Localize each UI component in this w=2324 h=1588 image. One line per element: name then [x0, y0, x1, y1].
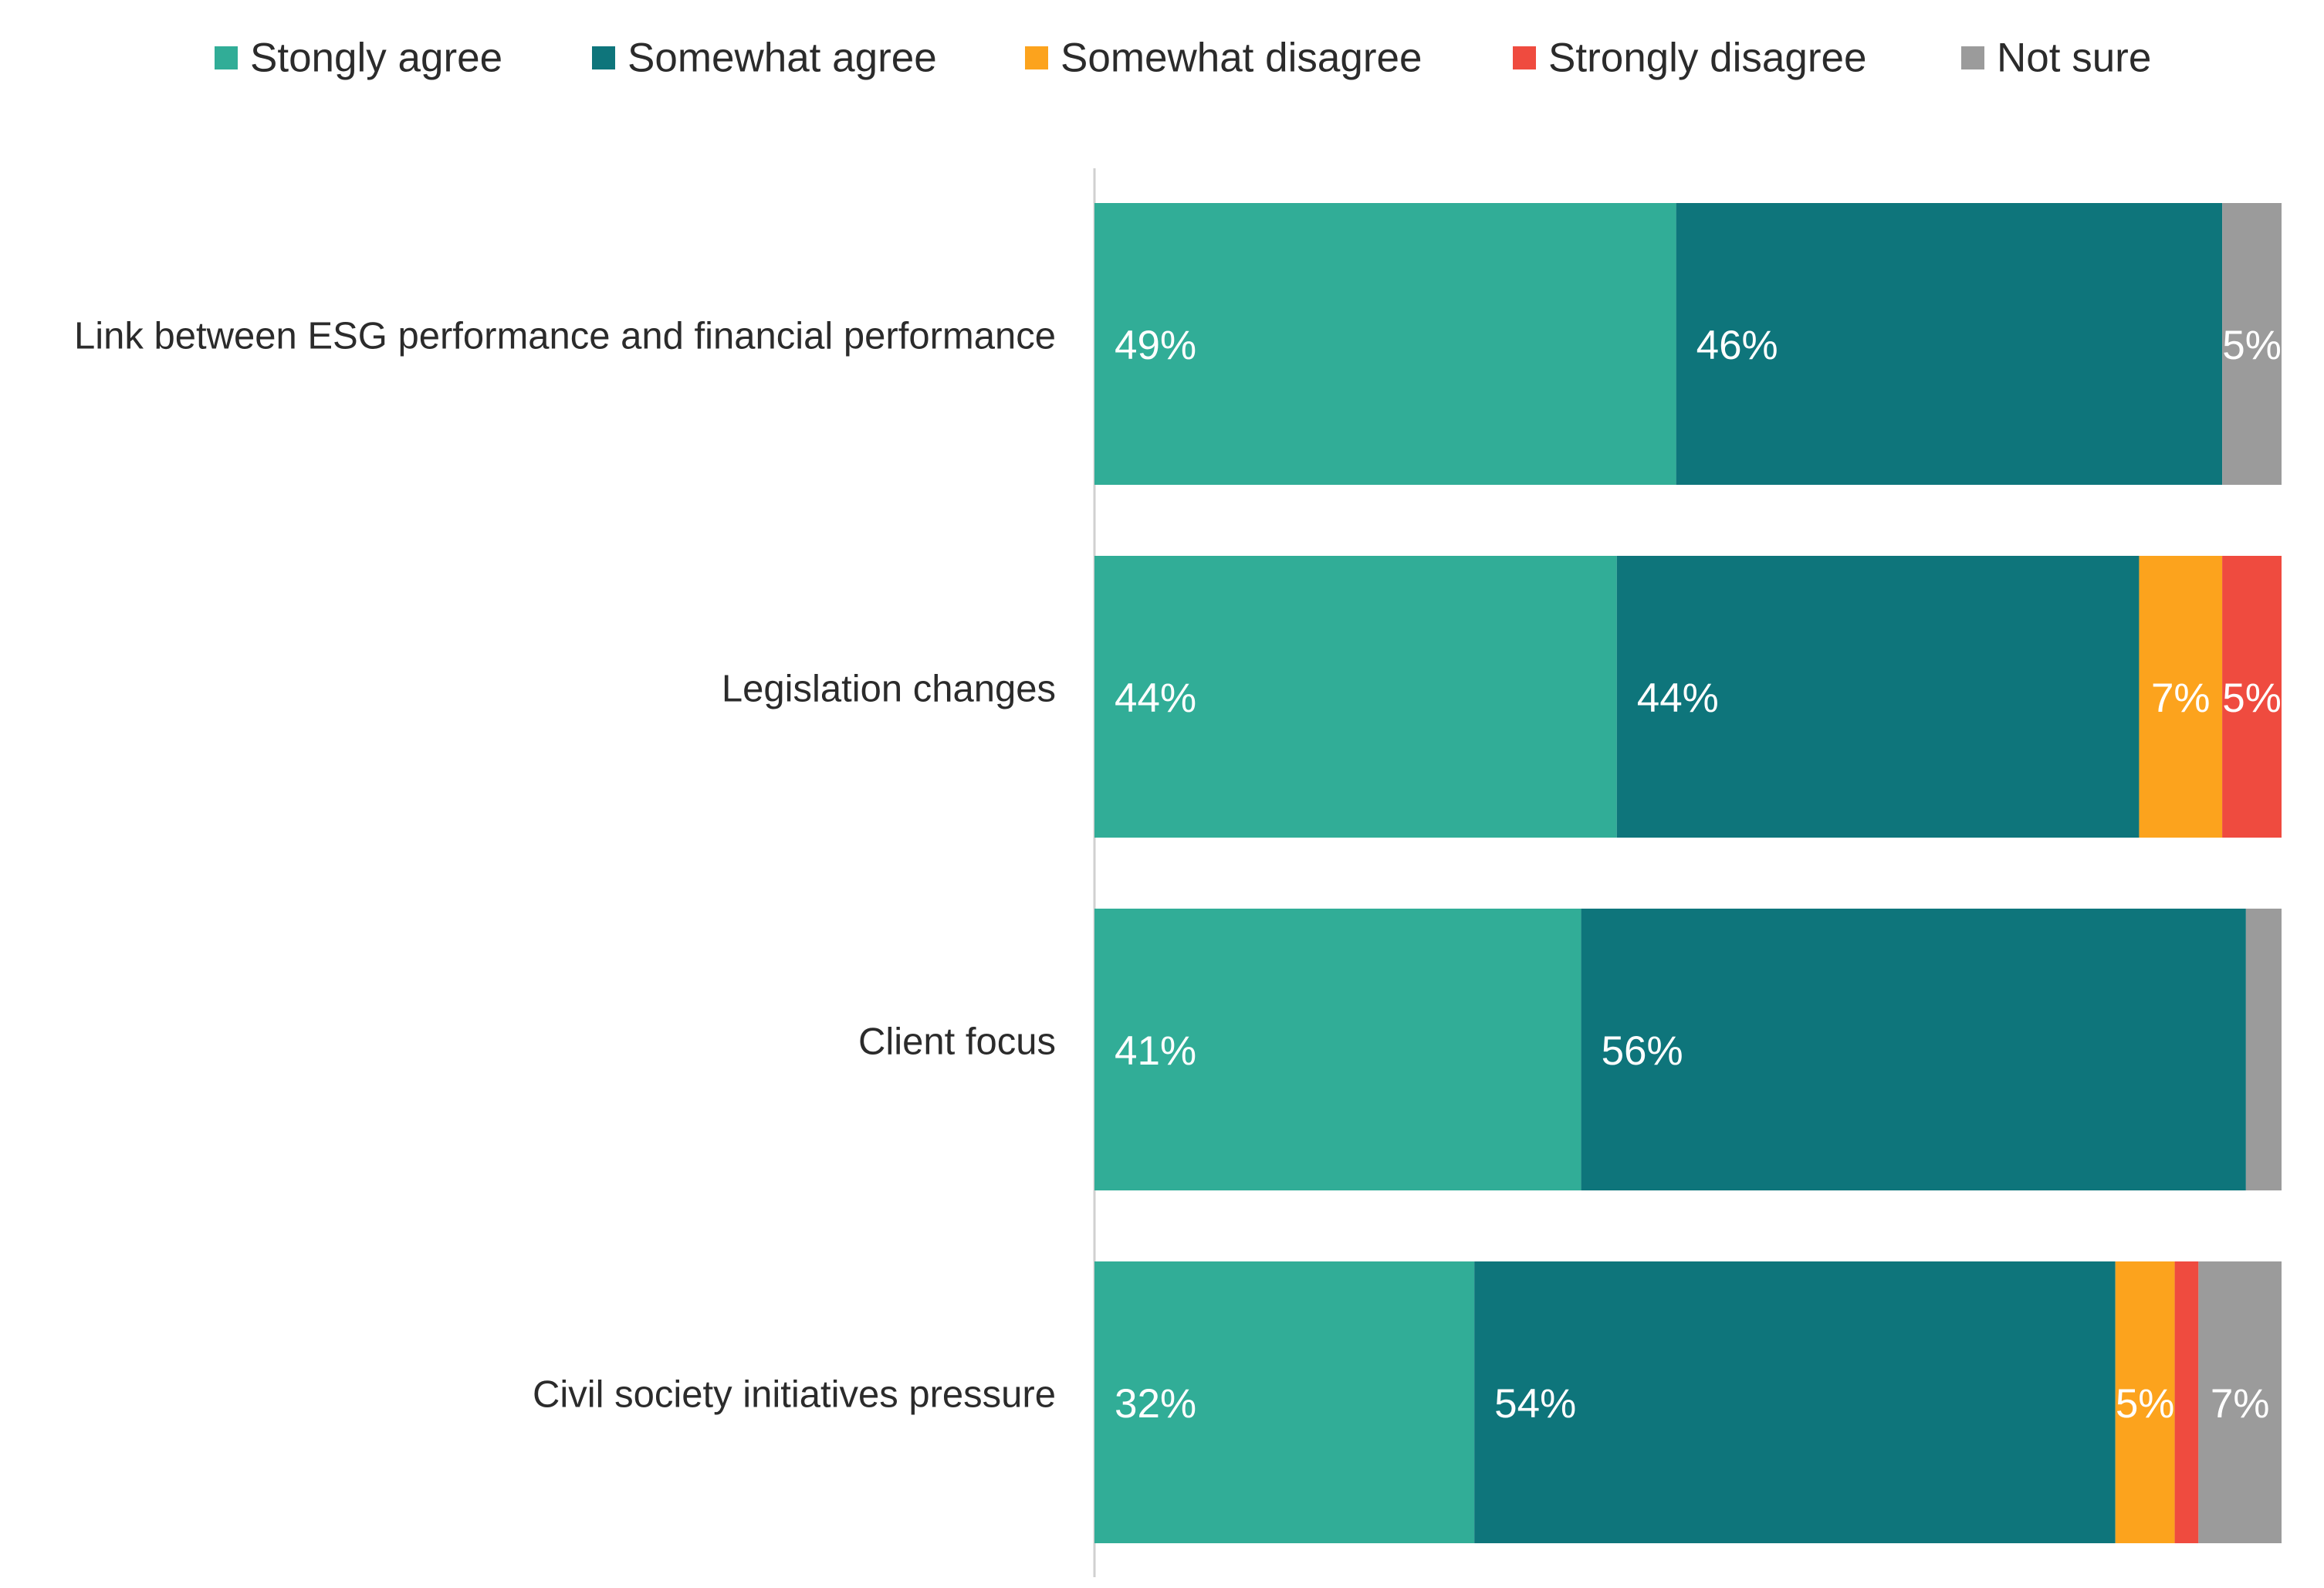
legend-swatch	[1961, 46, 1984, 69]
bar-segment-not-sure	[2245, 909, 2282, 1190]
data-label: 5%	[2222, 675, 2282, 721]
legend-item-not-sure: Not sure	[1961, 36, 2151, 81]
bar-segment-stongly-agree	[1094, 909, 1581, 1190]
bar-segment-somewhat-agree	[1581, 909, 2246, 1190]
data-label: 56%	[1602, 1028, 1683, 1074]
data-label: 7%	[2211, 1381, 2270, 1427]
data-label: 7%	[2151, 675, 2211, 721]
data-labels: 49% 46% 5%44% 44% 7% 5%41% 56%32% 54% 5% 7%	[1115, 323, 2282, 1427]
legend-item-somewhat-agree: Somewhat agree	[592, 36, 937, 81]
legend-swatch	[215, 46, 238, 69]
bar-segment-strongly-disagree	[2222, 556, 2282, 838]
bar-segment-somewhat-disagree	[2115, 1261, 2175, 1543]
legend-swatch	[1513, 46, 1536, 69]
data-label: 5%	[2116, 1381, 2175, 1427]
data-label: 49%	[1115, 323, 1196, 368]
data-label: 32%	[1115, 1381, 1196, 1427]
bar-segment-somewhat-disagree	[2139, 556, 2223, 838]
data-label: 5%	[2222, 323, 2282, 368]
bar-segment-strongly-disagree	[2174, 1261, 2199, 1543]
data-label: 41%	[1115, 1028, 1196, 1074]
data-label: 54%	[1494, 1381, 1576, 1427]
legend-swatch	[1025, 46, 1048, 69]
legend-label: Somewhat disagree	[1061, 36, 1422, 81]
legend-label: Stongly agree	[250, 36, 502, 81]
data-label: 46%	[1696, 323, 1778, 368]
legend-label: Strongly disagree	[1548, 36, 1866, 81]
data-label: 44%	[1637, 675, 1719, 721]
bar-segment-somewhat-agree	[1676, 203, 2223, 485]
legend-swatch	[592, 46, 615, 69]
legend-item-stongly-agree: Stongly agree	[215, 36, 502, 81]
bar-segments	[1094, 203, 2282, 1543]
legend-item-somewhat-disagree: Somewhat disagree	[1025, 36, 1422, 81]
data-label: 44%	[1115, 675, 1196, 721]
legend-label: Somewhat agree	[628, 36, 937, 81]
category-label: Civil society initiatives pressure	[533, 1374, 1056, 1416]
category-label: Client focus	[858, 1021, 1056, 1063]
category-labels: Link between ESG performance and financi…	[74, 316, 1056, 1416]
bar-segment-not-sure	[2222, 203, 2282, 485]
bar-segment-somewhat-agree	[1616, 556, 2140, 838]
category-label: Link between ESG performance and financi…	[74, 316, 1056, 357]
category-label: Legislation changes	[722, 669, 1056, 710]
chart-legend: Stongly agree Somewhat agree Somewhat disa…	[215, 36, 2151, 81]
bar-segment-not-sure	[2198, 1261, 2282, 1543]
legend-label: Not sure	[1997, 36, 2151, 81]
bar-segment-stongly-agree	[1094, 556, 1617, 838]
bar-segment-stongly-agree	[1094, 1261, 1475, 1543]
legend-item-strongly-disagree: Strongly disagree	[1513, 36, 1866, 81]
bar-segment-somewhat-agree	[1474, 1261, 2116, 1543]
bar-segment-stongly-agree	[1094, 203, 1676, 485]
